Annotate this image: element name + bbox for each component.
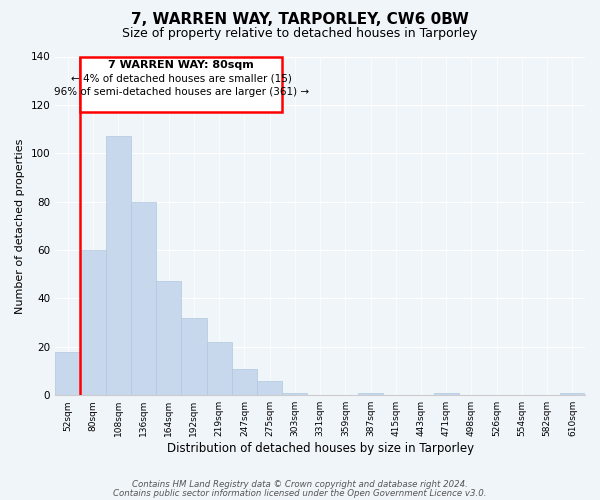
Bar: [358, 393, 383, 395]
Text: Contains HM Land Registry data © Crown copyright and database right 2024.: Contains HM Land Registry data © Crown c…: [132, 480, 468, 489]
Bar: [434, 393, 459, 395]
Bar: [156, 282, 181, 395]
Bar: [55, 352, 80, 395]
Text: Size of property relative to detached houses in Tarporley: Size of property relative to detached ho…: [122, 28, 478, 40]
Bar: [181, 318, 206, 395]
Bar: [131, 202, 156, 395]
Text: ← 4% of detached houses are smaller (15): ← 4% of detached houses are smaller (15): [71, 74, 292, 84]
Bar: [106, 136, 131, 395]
Text: 96% of semi-detached houses are larger (361) →: 96% of semi-detached houses are larger (…: [54, 86, 309, 97]
X-axis label: Distribution of detached houses by size in Tarporley: Distribution of detached houses by size …: [167, 442, 473, 455]
Bar: [232, 368, 257, 395]
Bar: [80, 250, 106, 395]
Bar: [560, 393, 585, 395]
Bar: [206, 342, 232, 395]
FancyBboxPatch shape: [80, 56, 282, 112]
Text: Contains public sector information licensed under the Open Government Licence v3: Contains public sector information licen…: [113, 489, 487, 498]
Y-axis label: Number of detached properties: Number of detached properties: [15, 138, 25, 314]
Text: 7 WARREN WAY: 80sqm: 7 WARREN WAY: 80sqm: [109, 60, 254, 70]
Bar: [257, 380, 282, 395]
Text: 7, WARREN WAY, TARPORLEY, CW6 0BW: 7, WARREN WAY, TARPORLEY, CW6 0BW: [131, 12, 469, 28]
Bar: [282, 393, 307, 395]
